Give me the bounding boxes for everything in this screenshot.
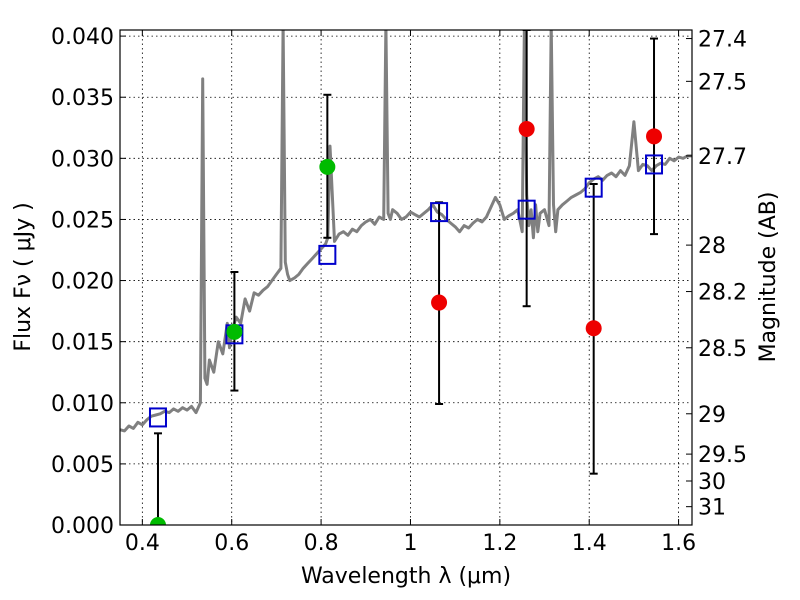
plot-background bbox=[120, 30, 692, 525]
x-tick-label: 0.4 bbox=[125, 531, 160, 556]
observed-flux-markers bbox=[149, 121, 663, 525]
magnitude-tick-label: 30 bbox=[698, 470, 726, 495]
observed-flux-point bbox=[518, 121, 535, 137]
model-photometry-square bbox=[645, 154, 664, 175]
magnitude-tick-label: 28.5 bbox=[698, 337, 747, 362]
y-tick-label: 0.015 bbox=[51, 331, 114, 356]
x-tick-label: 0.6 bbox=[214, 531, 249, 556]
model-photometry-square bbox=[318, 244, 337, 265]
magnitude-tick-label: 29.5 bbox=[698, 443, 747, 468]
x-axis-label: Wavelength λ (μm) bbox=[301, 564, 511, 589]
observed-flux-point bbox=[431, 294, 448, 311]
observed-flux-point bbox=[585, 320, 602, 337]
magnitude-tick-label: 31 bbox=[698, 496, 726, 521]
observed-flux-point bbox=[226, 323, 243, 340]
tick-labels: 0.4 0.6 0.8 1 1.2 1.4 1.6 0.000 0.005 0.010 0.015 0… bbox=[51, 25, 747, 556]
y-tick-label: 0.030 bbox=[51, 147, 114, 172]
magnitude-tick-label: 29 bbox=[698, 403, 726, 428]
grid bbox=[120, 30, 692, 526]
x-tick-label: 1 bbox=[403, 531, 417, 556]
y-tick-label: 0.025 bbox=[51, 208, 114, 233]
model-photometry-markers bbox=[148, 154, 664, 428]
observed-flux-point bbox=[149, 517, 166, 525]
y-tick-label: 0.035 bbox=[51, 86, 114, 111]
magnitude-tick-label: 28 bbox=[698, 234, 726, 259]
y-tick-label: 0.040 bbox=[51, 25, 114, 50]
x-tick-label: 0.8 bbox=[304, 531, 339, 556]
observed-flux-point bbox=[319, 158, 336, 175]
y-axis-label-right: Magnitude (AB) bbox=[756, 192, 781, 363]
observed-flux-point bbox=[646, 128, 663, 145]
magnitude-tick-label: 27.7 bbox=[698, 145, 747, 170]
y-axis-label-left: Flux Fν ( μJy ) bbox=[11, 202, 36, 351]
model-photometry-square bbox=[148, 407, 167, 428]
magnitude-tick-label: 28.2 bbox=[698, 281, 747, 306]
magnitude-tick-label: 27.5 bbox=[698, 70, 747, 95]
y-tick-label: 0.000 bbox=[51, 514, 114, 539]
x-tick-label: 1.2 bbox=[482, 531, 517, 556]
magnitude-tick-label: 27.4 bbox=[698, 28, 747, 53]
x-tick-label: 1.6 bbox=[661, 531, 696, 556]
axis-ticks bbox=[120, 30, 692, 526]
y-tick-label: 0.020 bbox=[51, 270, 114, 295]
x-tick-label: 1.4 bbox=[572, 531, 607, 556]
model-photometry-square bbox=[430, 202, 449, 223]
model-photometry-square bbox=[584, 177, 603, 198]
model-photometry-square bbox=[517, 199, 536, 220]
y-tick-label: 0.010 bbox=[51, 392, 114, 417]
plot-frame bbox=[119, 29, 693, 526]
y-tick-label: 0.005 bbox=[51, 453, 114, 478]
